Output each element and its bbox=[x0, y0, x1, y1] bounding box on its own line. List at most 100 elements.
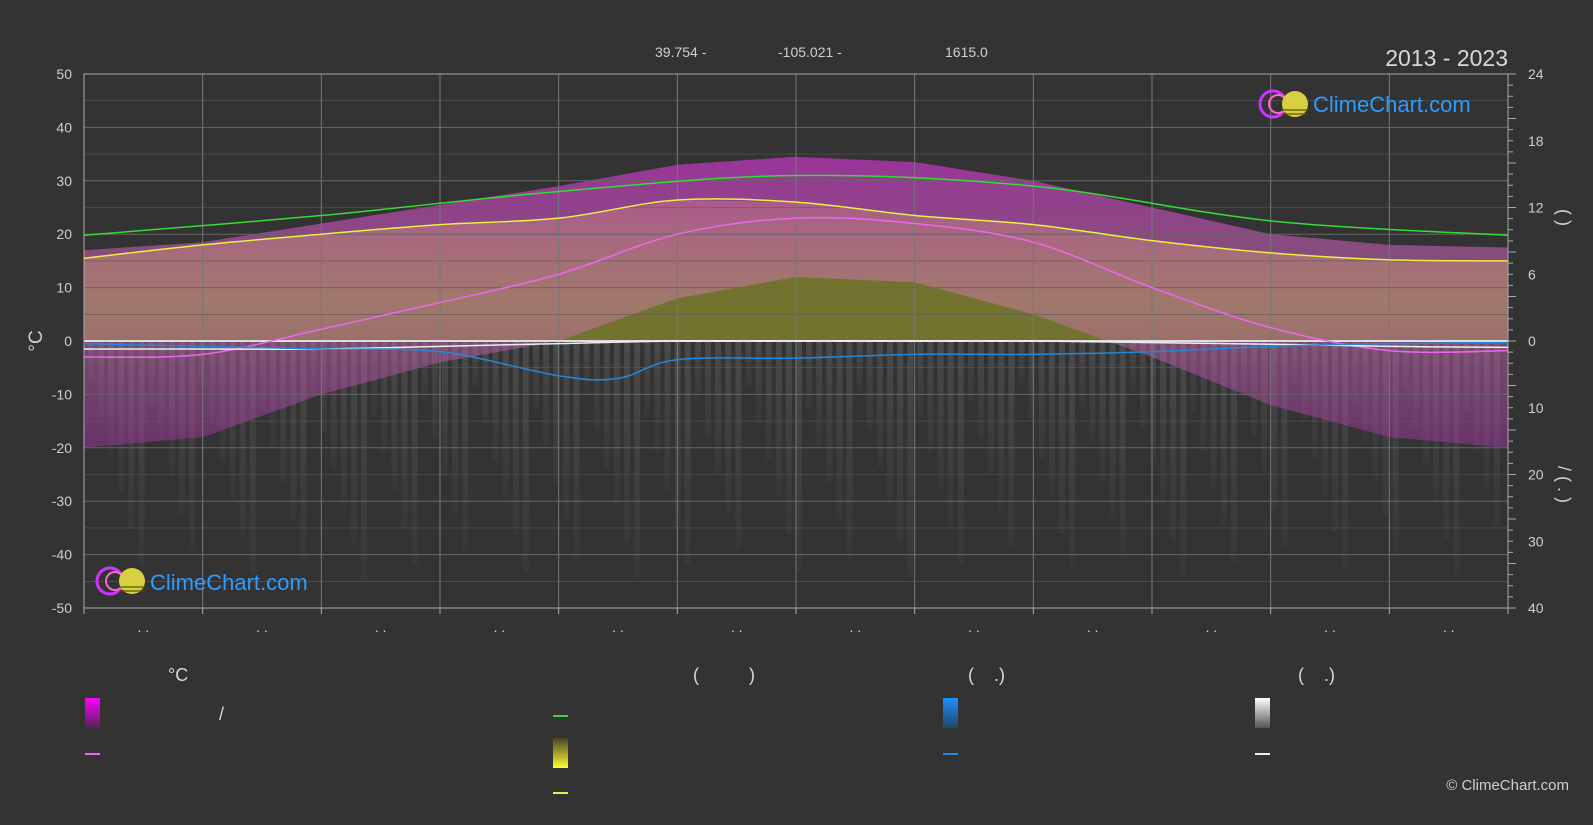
precip-streak bbox=[1099, 341, 1106, 481]
y-right-top-tick-label: 0 bbox=[1528, 333, 1536, 349]
precip-streak bbox=[361, 341, 368, 580]
y-right-top-tick-label: 18 bbox=[1528, 133, 1544, 149]
precip-streak bbox=[745, 341, 752, 386]
precip-streak bbox=[350, 341, 357, 543]
precip-streak bbox=[1089, 341, 1096, 444]
x-tick-label: . . bbox=[1324, 619, 1336, 635]
precip-streak bbox=[533, 341, 540, 409]
x-tick-label: . . bbox=[968, 619, 980, 635]
y-right-bottom-tick-label: 40 bbox=[1528, 600, 1544, 616]
precip-streak bbox=[543, 341, 550, 446]
precip-streak bbox=[1453, 341, 1460, 576]
logo-text-top[interactable]: ClimeChart.com bbox=[1313, 92, 1471, 117]
precip-streak bbox=[411, 341, 418, 565]
precip-streak bbox=[189, 341, 196, 551]
precip-streak bbox=[866, 341, 873, 430]
precip-streak bbox=[634, 341, 641, 579]
precip-streak bbox=[1129, 341, 1136, 392]
legend-temp-mean-line bbox=[85, 753, 100, 755]
copyright: © ClimeChart.com bbox=[1446, 777, 1569, 794]
precip-streak bbox=[654, 341, 661, 453]
precip-streak bbox=[472, 341, 479, 387]
legend-rain-line bbox=[943, 753, 958, 755]
y-left-tick-label: -30 bbox=[52, 493, 72, 509]
longitude-label: -105.021 - bbox=[778, 44, 842, 60]
y-right-top-tick-label: 24 bbox=[1528, 66, 1544, 82]
precip-streak bbox=[644, 341, 651, 416]
period-label: 2013 - 2023 bbox=[1385, 45, 1508, 71]
precip-streak bbox=[988, 341, 995, 474]
precip-streak bbox=[1220, 341, 1227, 525]
precip-streak bbox=[1180, 341, 1187, 577]
precip-streak bbox=[482, 341, 489, 424]
precip-streak bbox=[1028, 341, 1035, 422]
legend-sunshine-line bbox=[553, 792, 568, 794]
precip-streak bbox=[998, 341, 1005, 511]
x-tick-label: . . bbox=[1205, 619, 1217, 635]
precip-streak bbox=[957, 341, 964, 563]
precip-streak bbox=[765, 341, 772, 460]
precip-streak bbox=[967, 341, 974, 400]
y-left-tick-label: -10 bbox=[52, 386, 72, 402]
precip-streak bbox=[937, 341, 944, 489]
latitude-label: 39.754 - bbox=[655, 44, 707, 60]
precip-streak bbox=[1261, 341, 1268, 473]
precip-streak bbox=[725, 341, 732, 512]
precip-streak bbox=[978, 341, 985, 437]
precip-streak bbox=[704, 341, 711, 438]
precip-streak bbox=[300, 341, 307, 558]
precip-streak bbox=[947, 341, 954, 526]
precip-streak bbox=[442, 341, 448, 476]
precip-streak bbox=[796, 341, 802, 571]
precip-streak bbox=[391, 341, 398, 491]
legend-rain-swatch bbox=[943, 698, 958, 728]
precip-streak bbox=[1281, 341, 1288, 547]
y-right-top-axis-label: ( ) bbox=[1554, 209, 1574, 226]
precip-streak bbox=[340, 341, 347, 506]
legend-temperature-heading: °C bbox=[168, 665, 189, 685]
x-tick-label: . . bbox=[375, 619, 387, 635]
legend-snow-line bbox=[1255, 753, 1270, 755]
y-right-top-tick-label: 12 bbox=[1528, 200, 1544, 216]
precip-streak bbox=[806, 341, 813, 408]
precip-streak bbox=[1170, 341, 1177, 540]
precip-streak bbox=[138, 341, 145, 566]
y-left-tick-label: 0 bbox=[64, 333, 72, 349]
precip-streak bbox=[1342, 341, 1349, 569]
precip-streak bbox=[1200, 341, 1207, 451]
temperature-mean-line bbox=[83, 216, 1509, 359]
x-tick-label: . . bbox=[1087, 619, 1099, 635]
precip-streak bbox=[1008, 341, 1015, 548]
legend-sunshine-heading: ( ) bbox=[693, 665, 755, 685]
x-tick-label: . . bbox=[731, 619, 743, 635]
logo-text-bottom[interactable]: ClimeChart.com bbox=[150, 570, 308, 595]
precip-streak bbox=[1109, 341, 1116, 518]
y-left-tick-label: -20 bbox=[52, 440, 72, 456]
x-tick-label: . . bbox=[493, 619, 505, 635]
precip-streak bbox=[522, 341, 529, 572]
precip-streak bbox=[1139, 341, 1146, 429]
precip-streak bbox=[785, 341, 792, 534]
y-right-bottom-tick-label: 10 bbox=[1528, 400, 1544, 416]
y-right-top-tick-label: 6 bbox=[1528, 266, 1536, 282]
legend-sunshine-swatch bbox=[553, 738, 568, 768]
precip-streak bbox=[876, 341, 883, 467]
y-left-tick-label: 30 bbox=[56, 173, 72, 189]
precip-streak bbox=[613, 341, 620, 505]
x-tick-label: . . bbox=[849, 619, 861, 635]
precip-streak bbox=[1190, 341, 1197, 414]
precip-streak bbox=[927, 341, 934, 452]
precip-streak bbox=[1018, 341, 1025, 385]
precip-streak bbox=[856, 341, 863, 393]
precip-streak bbox=[684, 341, 691, 564]
precip-streak bbox=[462, 341, 469, 550]
y-left-tick-label: -40 bbox=[52, 547, 72, 563]
precip-streak bbox=[907, 341, 914, 578]
legend-temp-range-swatch bbox=[85, 698, 100, 728]
precip-streak bbox=[1332, 341, 1339, 532]
precip-streak bbox=[624, 341, 631, 542]
legend-daylight-line bbox=[553, 715, 568, 717]
legend-temp-range-slash: / bbox=[219, 704, 225, 724]
precip-streak bbox=[1150, 341, 1156, 466]
